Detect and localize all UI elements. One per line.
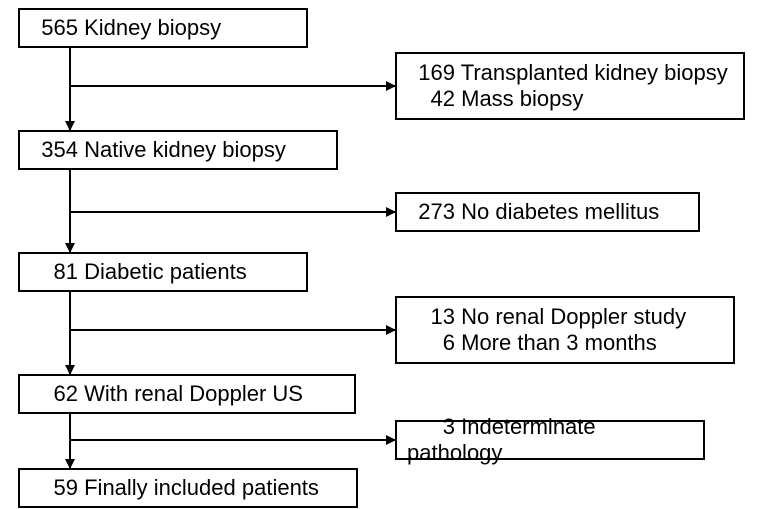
flowchart-stage: 565 Kidney biopsy354 Native kidney biops… — [0, 0, 759, 509]
connectors — [0, 0, 759, 509]
